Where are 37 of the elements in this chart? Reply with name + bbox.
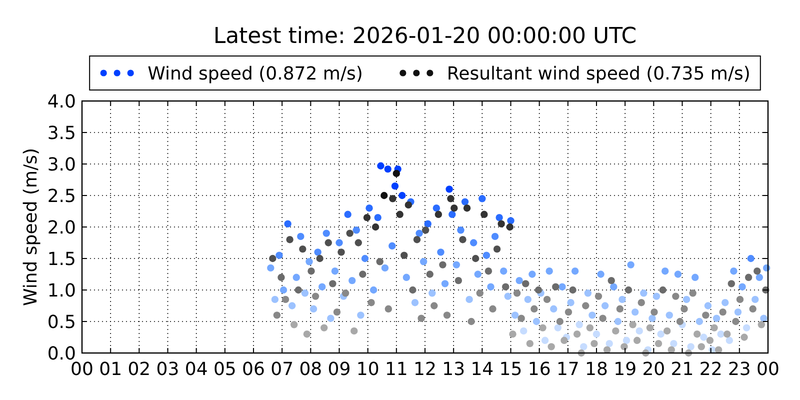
- y-tick-label: 3.5: [47, 122, 76, 144]
- x-tick-label: 08: [299, 359, 322, 380]
- x-tick-label: 14: [470, 359, 494, 380]
- x-tick-label: 21: [670, 359, 694, 380]
- x-tick-label: 15: [499, 359, 522, 380]
- y-tick-label: 2.0: [47, 217, 76, 238]
- x-tick-label: 11: [384, 359, 408, 380]
- y-tick-label: 1.0: [47, 280, 76, 302]
- y-tick-label: 4.0: [47, 91, 76, 112]
- x-tick-label: 13: [442, 359, 466, 380]
- x-tick-label: 07: [270, 359, 294, 380]
- x-tick-label: 18: [585, 359, 608, 380]
- y-tick-label: 2.5: [47, 186, 76, 207]
- y-tick-label: 0.5: [47, 312, 76, 333]
- y-tick-label: 1.5: [47, 248, 76, 270]
- x-tick-label: 09: [328, 359, 351, 380]
- legend-label: Wind speed (0.872 m/s): [148, 63, 363, 84]
- x-tick-label: 22: [699, 359, 722, 380]
- x-tick-label: 04: [184, 359, 208, 380]
- x-tick-label: 02: [128, 359, 151, 380]
- x-tick-label: 12: [414, 359, 436, 380]
- x-tick-label: 00: [756, 359, 780, 380]
- x-tick-label: 05: [213, 359, 236, 380]
- legend-label: Resultant wind speed (0.735 m/s): [446, 63, 750, 84]
- x-tick-label: 16: [528, 359, 551, 380]
- x-tick-label: 20: [642, 359, 666, 380]
- chart-title: Latest time: 2026-01-20 00:00:00 UTC: [213, 24, 637, 49]
- x-tick-label: 00: [70, 359, 94, 380]
- x-tick-label: 10: [356, 359, 380, 380]
- x-tick-label: 17: [556, 359, 580, 380]
- x-tick-label: 06: [242, 359, 265, 380]
- x-tick-label: 19: [614, 359, 637, 380]
- x-tick-label: 01: [99, 359, 122, 380]
- y-axis-title: Wind speed (m/s): [20, 148, 42, 306]
- x-tick-label: 03: [156, 359, 180, 380]
- x-tick-label: 23: [728, 359, 751, 380]
- y-tick-label: 3.0: [47, 154, 76, 176]
